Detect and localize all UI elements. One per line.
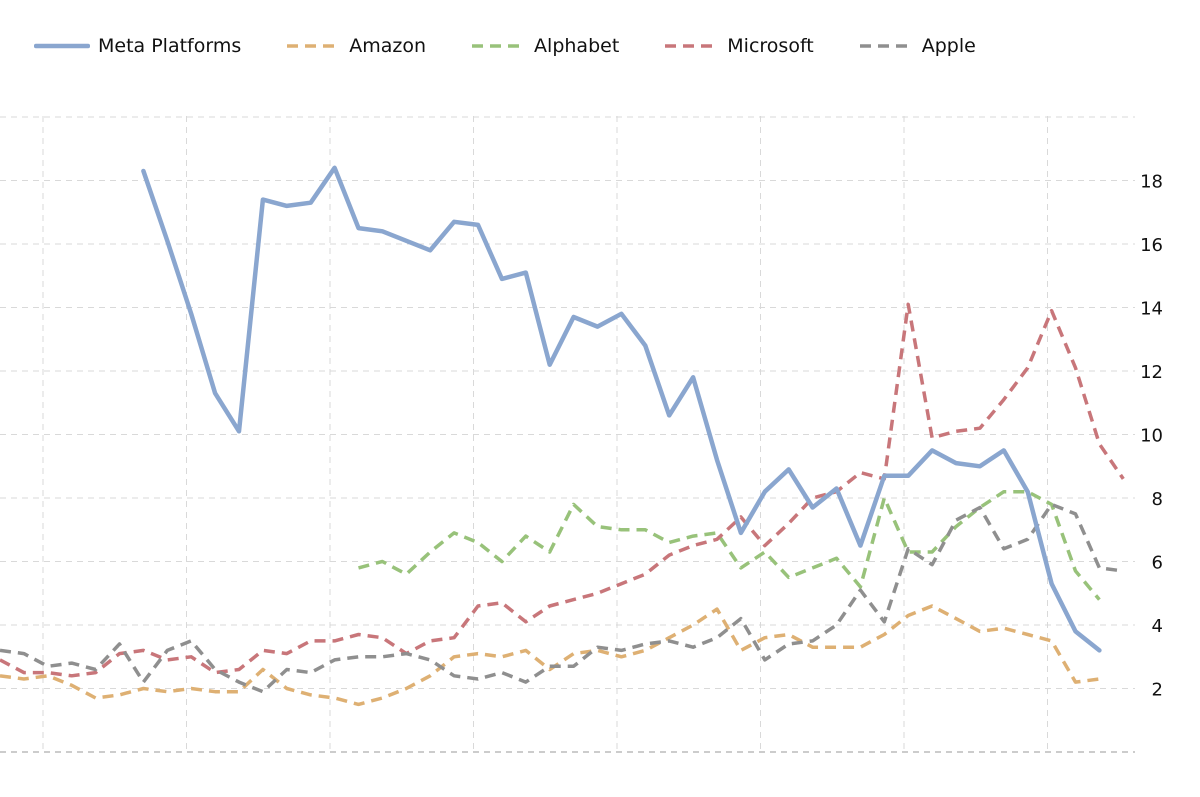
legend-swatch	[859, 44, 912, 48]
y-tick-label: 12	[1140, 362, 1163, 383]
y-axis-ticks: 2 4 6 8 10 12 14 16 18	[1140, 172, 1163, 701]
legend-item: Alphabet	[470, 35, 619, 57]
series-microsoft	[0, 302, 1125, 678]
y-tick-label: 16	[1140, 235, 1163, 256]
y-tick-label: 14	[1140, 299, 1163, 320]
legend-label: Apple	[921, 35, 976, 57]
series-amazon	[0, 604, 1100, 707]
legend-swatch	[665, 44, 718, 48]
legend-item: Microsoft	[663, 35, 814, 57]
y-tick-label: 10	[1140, 426, 1163, 447]
legend-swatch	[34, 43, 90, 49]
y-tick-label: 4	[1152, 616, 1163, 637]
legend-label: Meta Platforms	[98, 35, 242, 57]
y-tick-label: 8	[1152, 489, 1163, 510]
legend-label: Amazon	[349, 35, 427, 57]
y-tick-label: 2	[1152, 680, 1163, 701]
legend-item: Meta Platforms	[34, 35, 241, 57]
grid	[0, 116, 1135, 752]
legend-swatch	[472, 44, 525, 48]
legend-label: Microsoft	[727, 35, 814, 57]
series-line	[0, 604, 1100, 707]
y-tick-label: 6	[1152, 553, 1163, 574]
legend-item: Amazon	[285, 35, 426, 57]
legend-label: Alphabet	[534, 35, 620, 57]
chart-legend: Meta Platforms Amazon Alphabet Microsoft App…	[34, 28, 1020, 64]
series-line	[141, 165, 1102, 653]
legend-swatch	[287, 44, 340, 48]
legend-item: Apple	[858, 35, 976, 57]
series-line	[358, 489, 1101, 601]
series-alphabet	[358, 489, 1101, 601]
series-meta-platforms	[141, 165, 1102, 653]
series-apple	[0, 502, 1124, 694]
series-line	[0, 302, 1125, 678]
series-line	[0, 502, 1124, 694]
y-tick-label: 18	[1140, 172, 1163, 193]
